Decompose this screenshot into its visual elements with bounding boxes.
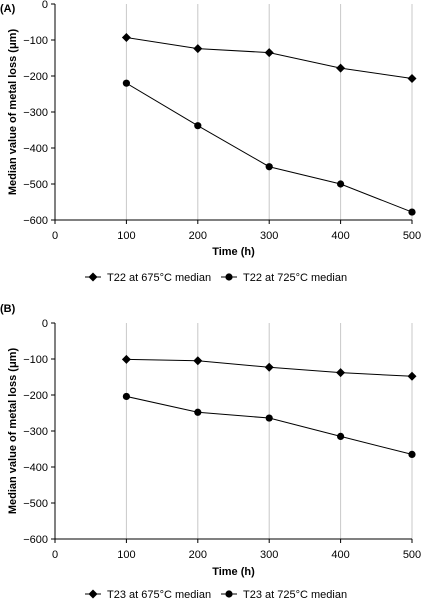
x-tick-label: 300 — [260, 230, 278, 242]
x-tick-label: 400 — [331, 549, 349, 561]
panel-label: (A) — [0, 3, 16, 15]
y-tick-label: −500 — [23, 179, 48, 191]
legend-label-2: T22 at 725°C median — [243, 272, 347, 284]
data-point-1-4 — [336, 63, 346, 73]
data-point-1-3 — [264, 48, 274, 58]
y-tick-label: −500 — [23, 498, 48, 510]
data-point-2-4 — [337, 180, 345, 188]
x-tick-label: 300 — [260, 549, 278, 561]
legend-marker-diamond — [88, 589, 98, 599]
panel-label: (B) — [0, 303, 16, 315]
y-axis-title: Median value of metal loss (μm) — [7, 348, 19, 515]
legend-label-1: T22 at 675°C median — [107, 272, 211, 284]
chart-panel-2: (B) 0 −100 −200 −300 −400 −500 −600 0 100 200 300 40… — [0, 303, 421, 601]
y-tick-label: −200 — [23, 71, 48, 83]
y-tick-label: −400 — [23, 462, 48, 474]
y-tick-label: −300 — [23, 107, 48, 119]
data-point-2-2 — [194, 408, 202, 416]
data-point-1-5 — [407, 74, 417, 84]
x-tick-label: 0 — [52, 230, 58, 242]
legend-marker-circle — [225, 590, 233, 598]
data-point-2-5 — [408, 208, 416, 216]
legend-marker-circle — [225, 273, 233, 281]
x-axis-title: Time (h) — [212, 566, 255, 578]
data-point-2-2 — [194, 122, 202, 130]
legend-marker-diamond — [88, 272, 98, 282]
x-tick-label: 100 — [117, 549, 135, 561]
data-point-2-1 — [122, 392, 130, 401]
y-tick-label: −300 — [23, 426, 48, 438]
x-tick-label: 500 — [403, 549, 421, 561]
y-tick-label: 0 — [42, 0, 48, 11]
data-point-2-4 — [337, 432, 345, 440]
data-point-1-3 — [264, 362, 274, 372]
data-point-2-3 — [265, 414, 273, 422]
y-tick-label: −100 — [23, 35, 48, 47]
data-point-2-5 — [408, 450, 416, 458]
legend-label-1: T23 at 675°C median — [107, 589, 211, 601]
chart-panel-1: (A) 0 −100 −200 −300 −400 −500 −600 0 100 200 300 40… — [0, 0, 421, 284]
y-tick-label: −100 — [23, 354, 48, 366]
x-axis-title: Time (h) — [212, 246, 255, 258]
x-tick-label: 200 — [189, 230, 207, 242]
x-tick-label: 200 — [189, 549, 207, 561]
x-tick-label: 0 — [52, 549, 58, 561]
y-tick-label: −200 — [23, 390, 48, 402]
legend-label-2: T23 at 725°C median — [243, 589, 347, 601]
data-point-1-2 — [193, 356, 203, 366]
x-tick-label: 400 — [331, 230, 349, 242]
data-point-1-4 — [336, 368, 346, 378]
x-tick-label: 500 — [403, 230, 421, 242]
y-tick-label: 0 — [42, 318, 48, 330]
x-tick-label: 100 — [117, 230, 135, 242]
y-tick-label: −600 — [23, 534, 48, 546]
data-point-2-3 — [265, 163, 273, 171]
y-tick-label: −600 — [23, 215, 48, 227]
y-tick-label: −400 — [23, 143, 48, 155]
data-point-1-1 — [121, 32, 131, 42]
y-axis-title: Median value of metal loss (μm) — [7, 29, 19, 196]
data-point-1-5 — [407, 371, 417, 381]
data-point-1-2 — [193, 44, 203, 54]
data-point-1-1 — [121, 354, 131, 364]
data-point-2-1 — [122, 79, 130, 87]
